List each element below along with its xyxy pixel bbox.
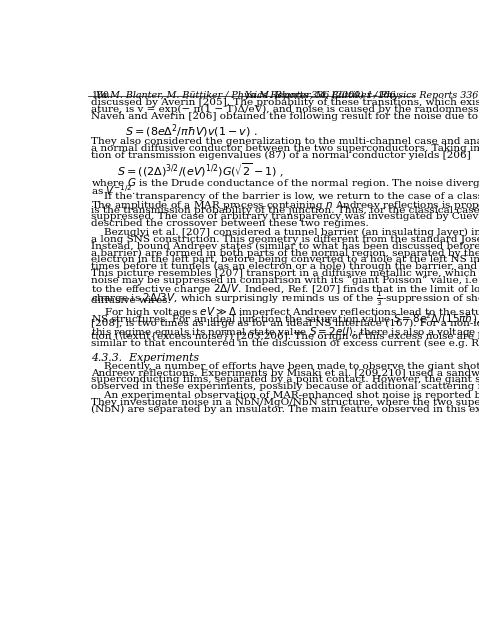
Text: $S = (8e\Delta^2/\pi\hbar V)v(1 - v)$ .: $S = (8e\Delta^2/\pi\hbar V)v(1 - v)$ .	[125, 123, 258, 140]
Text: a normal diffusive conductor between the two superconductors. Taking into accoun: a normal diffusive conductor between the…	[91, 144, 479, 153]
Text: NS structures. For an ideal junction the saturation value $S = 8e^2\Delta/(15\pi: NS structures. For an ideal junction the…	[91, 312, 479, 328]
Text: times before it tunnels (as an electron or a hole) through the barrier, and star: times before it tunnels (as an electron …	[91, 262, 479, 271]
Text: The amplitude of a MAR process containing $n$ Andreev reflections is proportiona: The amplitude of a MAR process containin…	[91, 199, 479, 213]
Text: 100: 100	[91, 91, 109, 100]
Text: They investigate noise in a NbN/MgO/NbN structure, where the two superconducting: They investigate noise in a NbN/MgO/NbN …	[91, 397, 479, 407]
Text: similar to that encountered in the discussion of excess current (see e.g. Ref. [: similar to that encountered in the discu…	[91, 339, 479, 348]
Text: 4.3.3.  Experiments: 4.3.3. Experiments	[91, 353, 200, 363]
Text: Naveh and Averin [206] obtained the following result for the noise due to this m: Naveh and Averin [206] obtained the foll…	[91, 112, 479, 121]
Text: Andreev reflections. Experiments by Misaki et al. [209,210] used a sandwich of N: Andreev reflections. Experiments by Misa…	[91, 369, 479, 378]
Text: observed in these experiments, possibly because of additional scattering inside : observed in these experiments, possibly …	[91, 382, 479, 391]
Text: For high voltages $eV \gg \Delta$ imperfect Andreev reflections lead to the satu: For high voltages $eV \gg \Delta$ imperf…	[91, 305, 479, 319]
Text: Ya.M. Blanter, M. Büttiker / Physics Reports 336 (2000) 1–166: Ya.M. Blanter, M. Büttiker / Physics Rep…	[96, 91, 395, 100]
Text: Bezuglyi et al. [207] considered a tunnel barrier (an insulating layer) inserted: Bezuglyi et al. [207] considered a tunne…	[91, 228, 479, 237]
Text: electron in the left part, before being converted to a hole at the left NS inter: electron in the left part, before being …	[91, 255, 479, 264]
Text: Recently, a number of efforts have been made to observe the giant shot noise, ca: Recently, a number of efforts have been …	[91, 362, 479, 371]
Text: noise may be suppressed in comparison with its “giant Poisson” value, i.e. the v: noise may be suppressed in comparison wi…	[91, 276, 479, 285]
Text: $S = ((2\Delta)^{3/2}/(eV)^{1/2})G(\sqrt{2} - 1)$ ,: $S = ((2\Delta)^{3/2}/(eV)^{1/2})G(\sqrt…	[117, 162, 285, 180]
Text: where $G$ is the Drude conductance of the normal region. The noise diverges for : where $G$ is the Drude conductance of th…	[91, 177, 479, 191]
Text: described the crossover between these two regimes.: described the crossover between these tw…	[91, 220, 369, 228]
Text: to the effective charge $2\Delta/V$. Indeed, Ref. [207] finds that in the limit : to the effective charge $2\Delta/V$. Ind…	[91, 282, 479, 296]
Text: ature, is v = exp(− π(1 − T)Δ/eV), and noise is caused by the randomness of thes: ature, is v = exp(− π(1 − T)Δ/eV), and n…	[91, 105, 479, 115]
Text: Instead, bound Andreev states (similar to what has been discussed before for the: Instead, bound Andreev states (similar t…	[91, 242, 479, 251]
Text: as $V^{-1/2}$.: as $V^{-1/2}$.	[91, 183, 136, 197]
Text: If the transparency of the barrier is low, we return to the case of a classical : If the transparency of the barrier is lo…	[91, 192, 479, 201]
Text: charge is $2\Delta/3V$, which surprisingly reminds us of the $\frac{1}{3}$-suppr: charge is $2\Delta/3V$, which surprising…	[91, 289, 479, 308]
Text: a long SNS constriction. This geometry is different from the standard Josephson : a long SNS constriction. This geometry i…	[91, 235, 479, 244]
Text: (NbN) are separated by an insulator. The main feature observed in this experimen: (NbN) are separated by an insulator. The…	[91, 404, 479, 413]
Text: superconducting films, separated by a point contact. However, the giant shot noi: superconducting films, separated by a po…	[91, 376, 479, 385]
Text: is the transmission probability of the junction. Thus, for the classical case MA: is the transmission probability of the j…	[91, 205, 479, 214]
Text: a barrier) are formed in both parts of the normal region, separated by the insul: a barrier) are formed in both parts of t…	[91, 248, 479, 257]
Text: suppressed. The case of arbitrary transparency was investigated by Cuevas et al.: suppressed. The case of arbitrary transp…	[91, 212, 479, 221]
Text: this regime equals its normal state value $S = 2e\langle I \rangle$; there is al: this regime equals its normal state valu…	[91, 325, 479, 339]
Text: tion of transmission eigenvalues (87) of a normal conductor yields [206]: tion of transmission eigenvalues (87) of…	[91, 151, 471, 160]
Text: Ya.M. Blanter, M. Büttiker / Physics Reports 336 (2000) 1–166: Ya.M. Blanter, M. Büttiker / Physics Rep…	[245, 91, 479, 100]
Text: This picture resembles [207] transport in a diffusive metallic wire, which gives: This picture resembles [207] transport i…	[91, 269, 479, 278]
Text: An experimental observation of MAR-enhanced shot noise is reported by Dieleman e: An experimental observation of MAR-enhan…	[91, 391, 479, 400]
Text: discussed by Averin [205]. The probability of these transitions, which exist eve: discussed by Averin [205]. The probabili…	[91, 99, 479, 108]
Text: tion (\textit{excess noise}) [203,206]. The origin of this excess noise are MAR : tion (\textit{excess noise}) [203,206]. …	[91, 332, 479, 341]
Text: diffusive wires.: diffusive wires.	[91, 296, 171, 305]
Text: They also considered the generalization to the multi-channel case and analyzed a: They also considered the generalization …	[91, 138, 479, 147]
Text: [208], is two times as large as for an ideal NS interface (167). For a non-ideal: [208], is two times as large as for an i…	[91, 319, 479, 328]
